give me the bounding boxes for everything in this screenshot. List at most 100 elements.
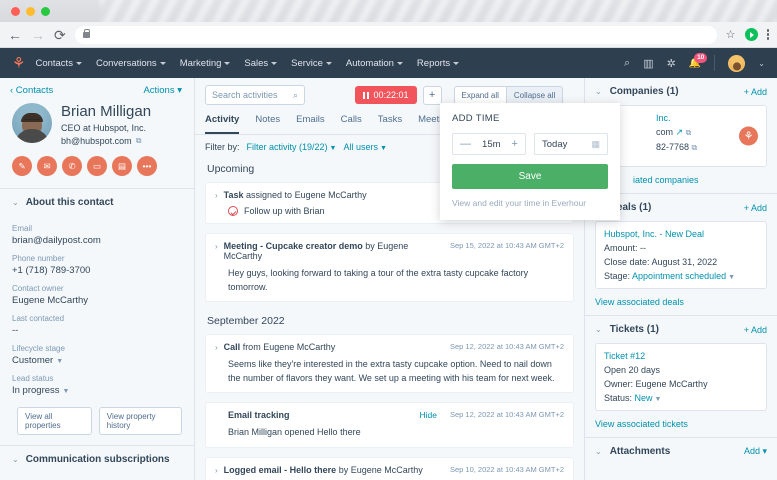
ticket-name[interactable]: Ticket #12 <box>604 351 646 361</box>
hubspot-sprocket-logo-icon[interactable]: ⚘ <box>12 54 26 72</box>
nav-item-sales[interactable]: Sales <box>244 58 278 69</box>
everhour-link[interactable]: View and edit your time in Everhour <box>452 198 587 208</box>
activity-item-logged-email[interactable]: › Logged email - Hello there by Eugene M… <box>205 456 574 480</box>
save-button[interactable]: Save <box>452 164 608 189</box>
add-company-button[interactable]: + Add <box>743 86 767 97</box>
companies-section-header[interactable]: ⌄ Companies (1) + Add <box>585 78 777 105</box>
window-minimize-button[interactable] <box>26 6 35 16</box>
settings-gear-icon[interactable]: ✲ <box>666 57 676 70</box>
tab-calls[interactable]: Calls <box>340 114 362 125</box>
add-deal-button[interactable]: + Add <box>743 202 767 213</box>
notifications-bell-icon[interactable]: 🔔 10 <box>689 52 708 69</box>
window-maximize-button[interactable] <box>41 6 50 16</box>
company-card[interactable]: Inc. com ↗ ⧉ 82-7768 ⧉ ⚘ <box>595 105 767 167</box>
activity-item-meeting[interactable]: › Meeting - Cupcake creator demo by Euge… <box>205 233 574 302</box>
company-phone[interactable]: 82-7768 <box>656 142 690 152</box>
nav-item-automation[interactable]: Automation <box>346 58 403 69</box>
about-section-header[interactable]: ⌄ About this contact <box>0 189 194 216</box>
view-all-properties-button[interactable]: View all properties <box>17 407 92 436</box>
actions-dropdown[interactable]: Actions ▾ <box>143 85 182 96</box>
bookmark-star-icon[interactable]: ☆ <box>725 29 736 41</box>
kebab-menu-icon[interactable] <box>766 29 769 40</box>
view-associated-companies-link[interactable]: iated companies <box>633 175 699 185</box>
attachments-section-header[interactable]: ⌄ Attachments Add ▾ <box>585 438 777 465</box>
copy-icon[interactable]: ⧉ <box>685 128 692 137</box>
user-avatar[interactable] <box>728 54 746 72</box>
meeting-button[interactable]: ▤ <box>112 156 132 177</box>
decrement-button[interactable]: — <box>460 138 471 150</box>
communication-subscriptions-header[interactable]: ⌄ Communication subscriptions <box>0 446 194 473</box>
chevron-right-icon[interactable]: › <box>215 343 218 352</box>
chevron-right-icon[interactable]: › <box>215 242 218 251</box>
view-associated-tickets-link[interactable]: View associated tickets <box>595 419 688 429</box>
timer-button[interactable]: 00:22:01 <box>355 86 417 104</box>
tab-meetings[interactable]: Meetings <box>418 114 457 125</box>
task-checkbox-icon[interactable] <box>228 206 238 216</box>
extension-icon[interactable] <box>744 28 758 41</box>
nav-item-conversations[interactable]: Conversations <box>96 58 166 69</box>
deal-name[interactable]: Hubspot, Inc. - New Deal <box>604 229 705 239</box>
filter-users-dropdown[interactable]: All users ▼ <box>343 142 386 152</box>
avatar-chevron-down-icon[interactable]: ⌄ <box>758 58 765 68</box>
note-button[interactable]: ✎ <box>12 156 32 177</box>
task-row[interactable]: Follow up with Brian <box>215 206 564 216</box>
view-associated-deals-link[interactable]: View associated deals <box>595 297 684 307</box>
tab-emails[interactable]: Emails <box>296 114 325 125</box>
property-value-row[interactable]: Customer ▼ <box>12 355 182 366</box>
tab-activity[interactable]: Activity <box>205 114 240 134</box>
chevron-right-icon[interactable]: › <box>215 191 218 200</box>
date-field[interactable]: Today ▦ <box>534 133 608 155</box>
nav-item-marketing[interactable]: Marketing <box>180 58 231 69</box>
tab-tasks[interactable]: Tasks <box>377 114 403 125</box>
activity-item-email-tracking[interactable]: Email tracking Hide Sep 12, 2022 at 10:4… <box>205 402 574 448</box>
filter-activity-dropdown[interactable]: Filter activity (19/22) ▼ <box>247 142 337 152</box>
property-value[interactable]: +1 (718) 789-3700 <box>12 265 91 277</box>
nav-item-contacts[interactable]: Contacts <box>35 58 82 69</box>
marketplace-icon[interactable]: ▥ <box>643 57 654 70</box>
app-body: ‹ Contacts Actions ▾ Brian Milligan CEO … <box>0 78 777 480</box>
external-link-icon[interactable]: ↗ <box>675 127 684 137</box>
property-value[interactable]: Eugene McCarthy <box>12 295 89 307</box>
back-icon[interactable]: ← <box>8 26 22 43</box>
calendar-icon[interactable]: ▦ <box>591 138 600 149</box>
view-property-history-button[interactable]: View property history <box>98 407 182 436</box>
reload-icon[interactable]: ⟳ <box>54 26 66 43</box>
add-attachment-button[interactable]: Add ▾ <box>743 446 767 456</box>
window-close-button[interactable] <box>11 6 20 16</box>
tab-notes[interactable]: Notes <box>255 114 281 125</box>
deal-card[interactable]: Hubspot, Inc. - New Deal Amount: -- Clos… <box>595 221 767 289</box>
log-button[interactable]: ▭ <box>87 156 107 177</box>
tickets-section-header[interactable]: ⌄ Tickets (1) + Add <box>585 316 777 343</box>
add-ticket-button[interactable]: + Add <box>743 324 767 335</box>
address-bar[interactable] <box>74 25 717 44</box>
duration-stepper[interactable]: — 15m + <box>452 133 526 155</box>
property-value[interactable]: -- <box>12 325 19 337</box>
more-button[interactable]: ••• <box>137 156 157 177</box>
property-value[interactable]: brian@dailypost.com <box>12 235 101 247</box>
search-activities-input[interactable]: Search activities ⌕ <box>205 85 305 105</box>
duration-value[interactable]: 15m <box>482 138 501 150</box>
ticket-card[interactable]: Ticket #12 Open 20 days Owner: Eugene Mc… <box>595 343 767 411</box>
expand-all-button[interactable]: Expand all <box>453 85 506 105</box>
property-value-row[interactable]: In progress ▼ <box>12 385 182 396</box>
nav-item-reports[interactable]: Reports <box>417 58 460 69</box>
nav-item-service[interactable]: Service <box>291 58 332 69</box>
add-time-button[interactable]: + <box>422 85 442 105</box>
collapse-all-button[interactable]: Collapse all <box>505 85 564 105</box>
ticket-status-row[interactable]: Status: New ▼ <box>604 393 758 403</box>
copy-icon[interactable]: ⧉ <box>135 136 142 146</box>
company-name[interactable]: Inc. <box>656 113 671 123</box>
email-button[interactable]: ✉ <box>37 156 57 177</box>
search-icon[interactable]: ⌕ <box>624 56 631 69</box>
company-domain[interactable]: com <box>656 127 674 137</box>
forward-icon[interactable]: → <box>31 26 45 43</box>
breadcrumb-back-contacts[interactable]: ‹ Contacts <box>10 85 54 96</box>
chevron-right-icon[interactable]: › <box>215 465 218 475</box>
hide-link[interactable]: Hide <box>419 410 437 420</box>
copy-icon[interactable]: ⧉ <box>691 143 698 152</box>
activity-date: Sep 12, 2022 at 10:43 AM GMT+2 <box>449 342 564 351</box>
call-button[interactable]: ✆ <box>62 156 82 177</box>
increment-button[interactable]: + <box>511 138 518 150</box>
deal-stage-row[interactable]: Stage: Appointment scheduled ▼ <box>604 271 758 281</box>
activity-item-call[interactable]: › Call from Eugene McCarthy Sep 12, 2022… <box>205 334 574 393</box>
